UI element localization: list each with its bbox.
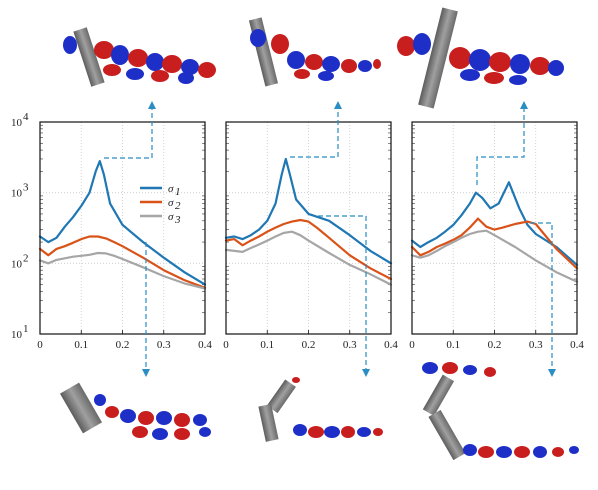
series-line-3: [38, 251, 207, 290]
legend-label: σ: [168, 211, 174, 223]
legend-subscript: 2: [175, 200, 181, 212]
arrowhead: [148, 101, 156, 109]
x-tick-label: 0.3: [343, 339, 357, 351]
mode-snapshot-top-3: [397, 7, 564, 109]
x-tick-label: 0: [37, 339, 43, 351]
arrowhead: [362, 369, 370, 377]
arrowhead: [520, 101, 528, 109]
series-line-1: [224, 157, 393, 265]
x-tick-label: 0: [409, 339, 415, 351]
legend: σ 1σ 2σ 3: [140, 183, 181, 226]
series-line-1: [410, 181, 579, 266]
x-tick-label: 0.2: [302, 339, 316, 351]
connector-panel2-top: [290, 108, 339, 158]
series-line-1: [38, 160, 207, 286]
x-tick-label: 0.4: [384, 339, 398, 351]
panel-3: 0 0.1 0.2 0.3 0.4: [409, 121, 584, 351]
x-tick-label: 0.1: [74, 339, 88, 351]
legend-label: σ: [168, 197, 174, 209]
connector-panel3-bottom: [530, 222, 553, 370]
mode-snapshot-top-2: [248, 17, 381, 87]
x-tick-label: 0.3: [529, 339, 543, 351]
x-tick-label: 0.1: [446, 339, 460, 351]
arrowhead: [142, 369, 150, 377]
x-tick-label: 0.3: [157, 339, 171, 351]
mode-snapshot-bottom-1: [59, 382, 211, 440]
connector-arrowheads: [142, 101, 556, 377]
y-tick-label: 10: [11, 188, 23, 200]
vortex-street: [292, 377, 383, 438]
y-tick-label: 10: [11, 117, 23, 129]
legend-label: σ: [168, 183, 174, 195]
arrowhead: [334, 101, 342, 109]
series-line-2: [410, 217, 579, 270]
x-tick-label: 0.4: [198, 339, 212, 351]
vortex-street: [422, 362, 579, 458]
y-tick-label: 10: [11, 258, 23, 270]
connector-panel3-top: [476, 108, 525, 185]
vortex-street: [63, 36, 216, 84]
x-tick-label: 0.1: [260, 339, 274, 351]
y-tick-exponent: 3: [23, 182, 29, 194]
arrowhead: [548, 369, 556, 377]
connector-panel2-bottom: [318, 215, 367, 370]
mode-snapshot-top-1: [63, 27, 216, 87]
connector-arrows: [104, 108, 553, 370]
x-tick-label: 0.2: [488, 339, 502, 351]
mode-snapshot-bottom-3: [422, 362, 579, 461]
y-tick-exponent: 2: [23, 252, 29, 264]
series-line-2: [224, 218, 393, 281]
y-tick-exponent: 1: [23, 323, 29, 335]
panel-2: 0 0.1 0.2 0.3 0.4: [223, 121, 398, 351]
mode-snapshot-bottom-2: [258, 377, 383, 442]
series-line-2: [38, 235, 207, 289]
connector-panel1-top: [104, 108, 153, 159]
vortex-street: [250, 29, 381, 81]
vortex-street: [397, 33, 564, 85]
legend-subscript: 3: [174, 214, 181, 226]
y-tick-label: 10: [11, 329, 23, 341]
x-tick-label: 0.2: [116, 339, 130, 351]
legend-subscript: 1: [175, 186, 181, 198]
vortex-street: [94, 394, 211, 440]
x-tick-label: 0: [223, 339, 229, 351]
y-tick-exponent: 4: [23, 111, 29, 123]
x-tick-label: 0.4: [570, 339, 584, 351]
series-line-3: [224, 230, 393, 286]
series-line-3: [410, 229, 579, 283]
